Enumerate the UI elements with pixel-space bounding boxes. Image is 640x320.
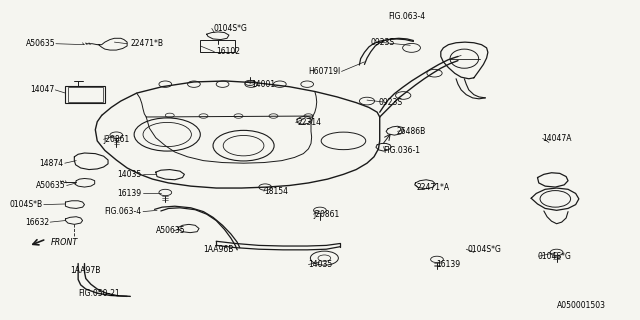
- Text: 26486B: 26486B: [396, 127, 426, 136]
- Text: 14047: 14047: [29, 85, 54, 94]
- Text: FIG.063-4: FIG.063-4: [105, 207, 142, 216]
- Text: A050001503: A050001503: [557, 301, 605, 310]
- Bar: [200, 40, 236, 52]
- Text: 1AA96B: 1AA96B: [204, 245, 234, 254]
- Text: FIG.063-4: FIG.063-4: [388, 12, 425, 21]
- Bar: [65, 86, 105, 103]
- Text: 22314: 22314: [297, 118, 321, 127]
- Text: J20861: J20861: [104, 135, 130, 144]
- Text: 22471*A: 22471*A: [417, 183, 450, 192]
- Text: 18154: 18154: [264, 187, 288, 196]
- Text: A50635: A50635: [156, 226, 186, 235]
- Text: A50635: A50635: [26, 39, 55, 48]
- Text: 0104S*G: 0104S*G: [213, 24, 247, 33]
- Text: 14035: 14035: [308, 260, 333, 269]
- Text: 0923S: 0923S: [378, 98, 403, 107]
- Text: 16139: 16139: [118, 189, 142, 198]
- Text: 0104S*G: 0104S*G: [538, 252, 572, 261]
- Text: A50635: A50635: [36, 181, 65, 190]
- Text: 16632: 16632: [25, 218, 49, 227]
- Text: H60719I: H60719I: [308, 67, 340, 76]
- Text: 16102: 16102: [216, 47, 240, 56]
- Text: J20861: J20861: [314, 210, 340, 219]
- Text: 14001: 14001: [252, 80, 275, 89]
- Text: 14874: 14874: [40, 159, 63, 168]
- Text: 14047A: 14047A: [543, 134, 572, 143]
- Text: FIG.050-21: FIG.050-21: [78, 289, 120, 298]
- Text: 1AA97B: 1AA97B: [70, 266, 100, 276]
- Text: 22471*B: 22471*B: [131, 39, 163, 48]
- Text: FRONT: FRONT: [51, 238, 78, 247]
- Text: 0104S*B: 0104S*B: [10, 200, 42, 209]
- Text: 16139: 16139: [436, 260, 460, 269]
- Text: 0923S: 0923S: [371, 38, 395, 47]
- Text: 14035: 14035: [118, 170, 142, 179]
- Bar: [68, 87, 103, 102]
- Text: FIG.036-1: FIG.036-1: [383, 146, 420, 155]
- Text: 0104S*G: 0104S*G: [468, 245, 501, 254]
